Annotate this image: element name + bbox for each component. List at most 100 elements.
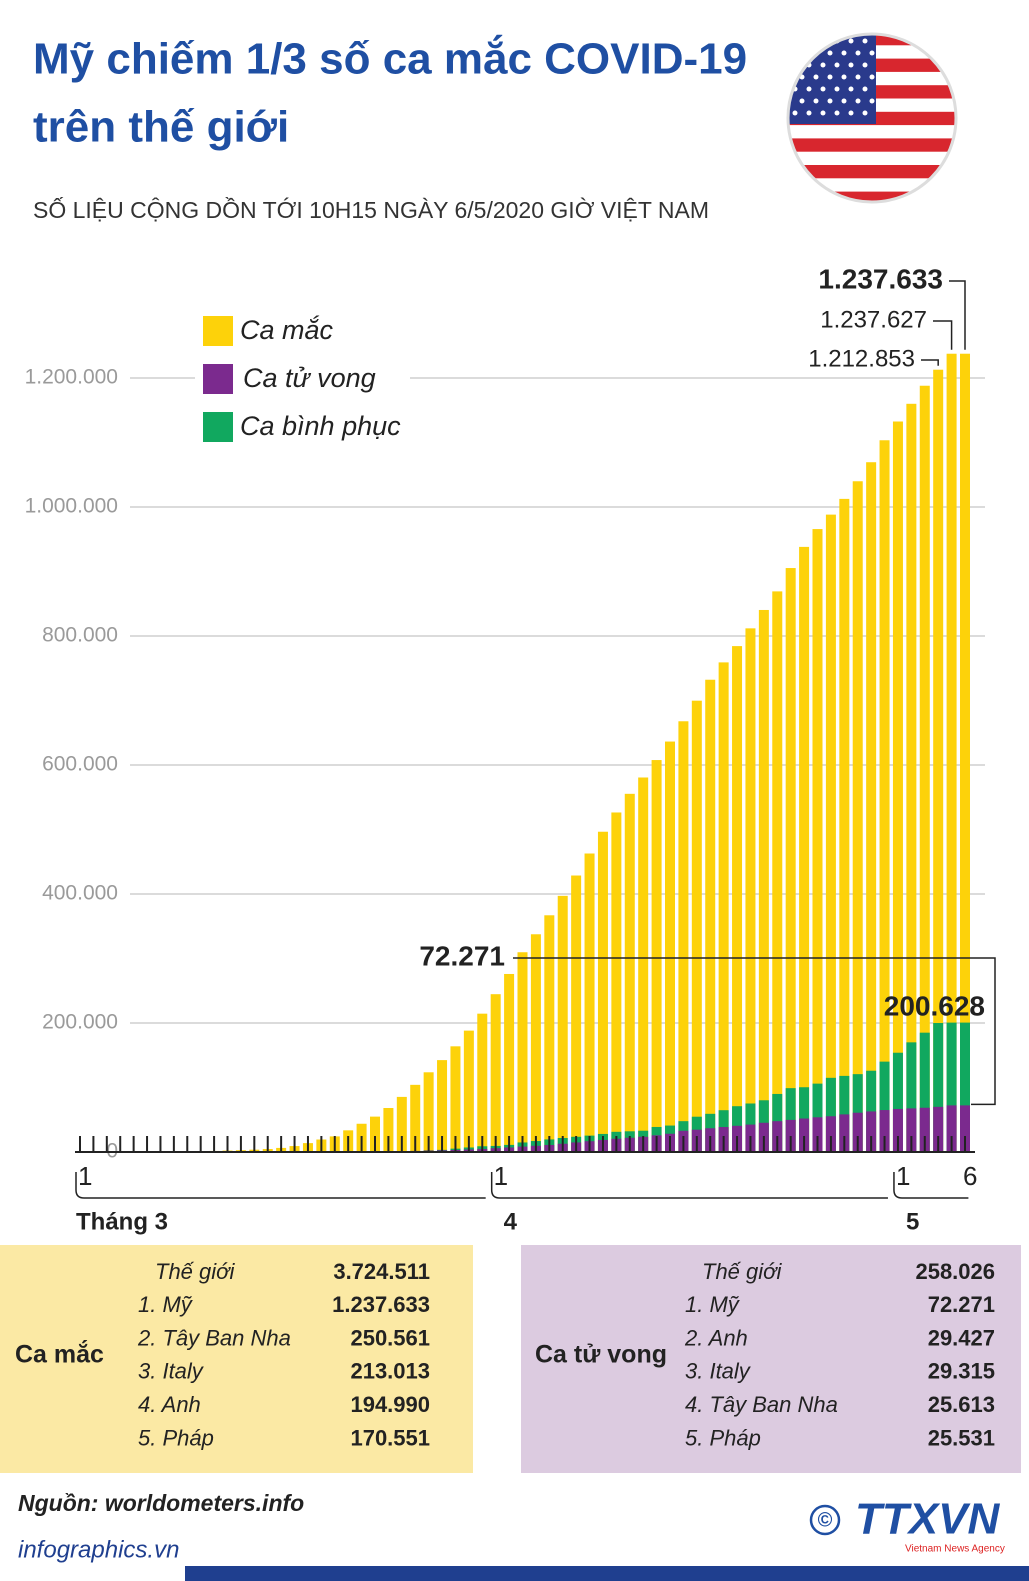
table-value: 258.026 bbox=[915, 1259, 995, 1284]
y-tick-label: 1.000.000 bbox=[25, 495, 118, 518]
bar bbox=[785, 1119, 796, 1152]
table-name: 5. Pháp bbox=[138, 1425, 214, 1450]
bar bbox=[825, 1116, 836, 1152]
bar bbox=[960, 1105, 970, 1152]
bar bbox=[758, 609, 769, 1152]
legend-label: Ca bình phục bbox=[240, 411, 401, 441]
value-label: 1.237.633 bbox=[818, 263, 943, 294]
table-name: Thế giới bbox=[702, 1259, 782, 1284]
tables: Ca mắc Thế giới 3.724.511 1. Mỹ 1.237.633 2. … bbox=[15, 1259, 995, 1451]
table-value: 29.427 bbox=[928, 1325, 995, 1350]
legend-swatch bbox=[203, 412, 233, 442]
bar bbox=[852, 1112, 863, 1152]
table-bg bbox=[521, 1245, 1021, 1473]
table-name: 5. Pháp bbox=[685, 1425, 761, 1450]
bar bbox=[960, 1022, 970, 1152]
bar bbox=[477, 1013, 488, 1152]
table-value: 250.561 bbox=[350, 1325, 430, 1350]
flag-star bbox=[827, 74, 833, 80]
bar bbox=[624, 793, 635, 1152]
bar bbox=[946, 1022, 957, 1152]
table-value: 25.613 bbox=[928, 1392, 995, 1417]
bar bbox=[879, 1061, 890, 1152]
bar bbox=[517, 952, 528, 1152]
table-value: 213.013 bbox=[350, 1359, 430, 1384]
y-tick-label: 200.000 bbox=[42, 1011, 118, 1034]
bar bbox=[772, 591, 783, 1152]
chart: 0200.000400.000600.000800.0001.000.0001.… bbox=[25, 263, 996, 1235]
flag-star bbox=[792, 110, 798, 116]
flag-star bbox=[792, 62, 798, 68]
bar bbox=[825, 1077, 836, 1152]
bar bbox=[866, 1111, 877, 1152]
bar bbox=[825, 514, 836, 1152]
value-connector bbox=[933, 320, 953, 350]
bar bbox=[423, 1072, 434, 1152]
bar bbox=[919, 1032, 930, 1152]
flag-star bbox=[855, 74, 861, 80]
bar bbox=[370, 1116, 380, 1152]
group-bracket bbox=[490, 1172, 888, 1199]
flag-star bbox=[806, 38, 812, 44]
subtitle: SỐ LIỆU CỘNG DỒN TỚI 10H15 NGÀY 6/5/2020… bbox=[33, 196, 709, 223]
copyright-ring bbox=[809, 1504, 841, 1536]
bar bbox=[946, 1105, 957, 1152]
flag-star bbox=[841, 74, 847, 80]
flag-star bbox=[855, 50, 861, 56]
table-value: 194.990 bbox=[350, 1392, 430, 1417]
bar bbox=[946, 353, 957, 1152]
table-name: 1. Mỹ bbox=[685, 1292, 741, 1317]
table-value: 1.237.633 bbox=[332, 1292, 430, 1317]
bar bbox=[504, 973, 515, 1152]
bar bbox=[960, 353, 970, 1153]
flag-star bbox=[862, 38, 868, 44]
flag-star bbox=[869, 98, 875, 104]
flag-star bbox=[841, 98, 847, 104]
bar bbox=[705, 679, 716, 1152]
value-connector bbox=[513, 957, 996, 1106]
bar bbox=[544, 915, 555, 1152]
table-name: Thế giới bbox=[155, 1259, 235, 1284]
flag-star bbox=[820, 38, 826, 44]
title: Mỹ chiếm 1/3 số ca mắc COVID-19 bbox=[33, 34, 747, 84]
flag-star bbox=[792, 38, 798, 44]
bar bbox=[732, 646, 743, 1152]
legend-label: Ca tử vong bbox=[243, 363, 376, 393]
flag-star bbox=[841, 50, 847, 56]
flag-stripe bbox=[788, 191, 956, 202]
table-bg bbox=[0, 1245, 473, 1473]
bar bbox=[839, 1114, 850, 1152]
flag-star bbox=[862, 110, 868, 116]
flag-star bbox=[827, 98, 833, 104]
y-tick-label: 1.200.000 bbox=[25, 366, 118, 389]
bar bbox=[463, 1030, 474, 1152]
bar bbox=[799, 546, 810, 1152]
bar bbox=[933, 1023, 944, 1152]
table-value: 29.315 bbox=[928, 1359, 995, 1384]
flag-star bbox=[848, 62, 854, 68]
bar bbox=[611, 812, 622, 1152]
flag-star bbox=[869, 74, 875, 80]
bar bbox=[906, 1042, 917, 1152]
flag-stripe bbox=[788, 165, 956, 179]
group-label: 4 bbox=[504, 1208, 518, 1235]
flag-star bbox=[848, 110, 854, 116]
value-label: 1.212.853 bbox=[808, 345, 915, 372]
bar bbox=[490, 994, 501, 1152]
flag-star bbox=[799, 50, 805, 56]
copyright: © bbox=[818, 1509, 833, 1531]
bar bbox=[718, 662, 729, 1152]
flag-star bbox=[848, 38, 854, 44]
flag-star bbox=[820, 110, 826, 116]
x-tick-label: 1 bbox=[78, 1161, 92, 1191]
agency: Vietnam News Agency bbox=[905, 1544, 1005, 1555]
value-label: 200.628 bbox=[884, 990, 985, 1021]
table-name: 3. Italy bbox=[138, 1359, 205, 1384]
flag-star bbox=[806, 86, 812, 92]
flag-star bbox=[869, 50, 875, 56]
bar bbox=[933, 369, 944, 1152]
bar bbox=[691, 700, 702, 1152]
bar bbox=[745, 628, 756, 1152]
bar bbox=[906, 1108, 917, 1152]
